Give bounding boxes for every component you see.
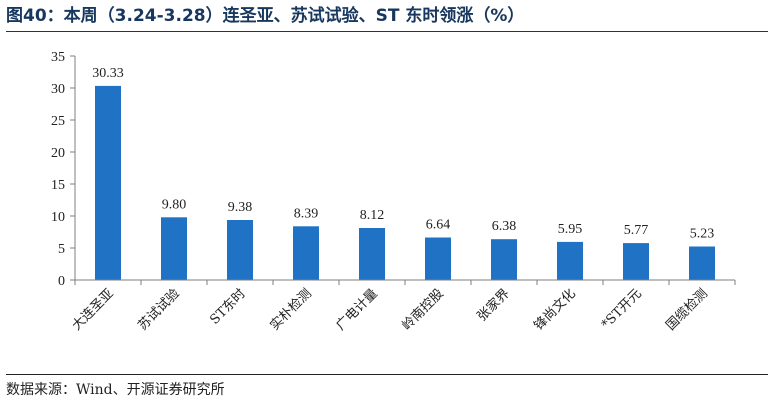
bar	[95, 85, 121, 281]
data-label: 8.39	[294, 206, 319, 221]
data-label: 6.64	[426, 218, 451, 233]
data-label: 5.77	[624, 223, 649, 238]
bar-chart: 0 5 10 15 20 25 30 35 30.33 9.80 9.38 8.39 8.12 6.64…	[51, 50, 736, 334]
data-label: 8.12	[360, 208, 385, 223]
x-tick-label: 国缆检测	[663, 286, 711, 334]
y-tick-label: 10	[51, 210, 65, 225]
x-tick-label: 张家界	[474, 286, 513, 325]
bar	[293, 226, 319, 280]
x-tick-label: 岭南控股	[399, 286, 447, 334]
bar	[359, 228, 385, 280]
figure-title: 图40：本周（3.24-3.28）连圣亚、苏试试验、ST 东时领涨（%）	[6, 6, 525, 26]
source-note: 数据来源：Wind、开源证券研究所	[6, 382, 225, 398]
x-tick-label: 苏试试验	[135, 286, 183, 334]
data-label: 9.80	[162, 197, 187, 212]
y-tick-label: 20	[51, 146, 65, 161]
data-label: 6.38	[492, 219, 517, 234]
source-rule	[6, 374, 768, 375]
x-tick-label: *ST开元	[599, 286, 645, 332]
bar	[227, 220, 253, 280]
bar	[623, 243, 649, 280]
y-tick-label: 35	[51, 50, 65, 65]
title-rule	[6, 31, 768, 32]
bar	[689, 246, 715, 280]
x-tick-label: 实朴检测	[267, 286, 314, 333]
x-tick-label: 广电计量	[333, 286, 380, 333]
y-tick-label: 30	[51, 82, 65, 97]
bar	[557, 241, 583, 280]
y-tick-label: 0	[58, 274, 65, 289]
x-axis: 大连圣亚 苏试试验 ST东时 实朴检测 广电计量 岭南控股 张家界 锋尚文化 *ST开元 国缆检测	[69, 279, 736, 334]
data-label: 9.38	[228, 200, 253, 215]
y-tick-label: 5	[58, 242, 65, 257]
x-tick-label: ST东时	[207, 286, 248, 327]
data-label: 5.95	[558, 222, 583, 237]
x-tick-label: 大连圣亚	[69, 286, 117, 334]
y-axis: 0 5 10 15 20 25 30 35	[51, 50, 76, 289]
bars: 30.33 9.80 9.38 8.39 8.12 6.64 6.38 5.95 5.77 5.2…	[92, 66, 715, 281]
data-label: 5.23	[690, 227, 715, 242]
bar	[491, 239, 517, 280]
y-tick-label: 15	[51, 178, 65, 193]
y-tick-label: 25	[51, 114, 65, 129]
data-label: 30.33	[92, 66, 124, 81]
x-tick-label: 锋尚文化	[531, 286, 578, 333]
bar	[425, 237, 451, 280]
bar	[161, 217, 187, 280]
